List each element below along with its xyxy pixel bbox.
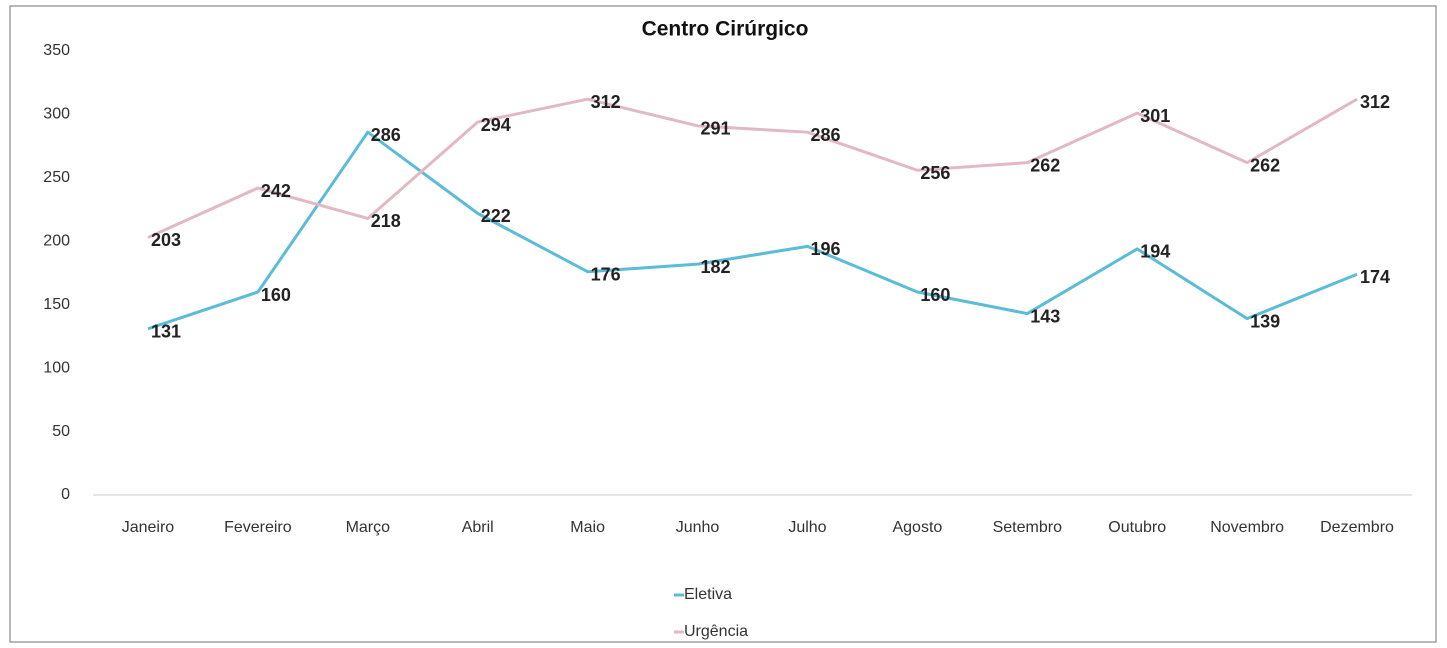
data-label: 301 — [1140, 106, 1170, 126]
data-label: 262 — [1250, 155, 1280, 175]
x-tick-label: Maio — [570, 519, 605, 536]
data-label: 139 — [1250, 311, 1280, 331]
x-tick-label: Julho — [788, 519, 826, 536]
y-tick-label: 150 — [43, 296, 70, 313]
data-label: 286 — [371, 125, 401, 145]
data-label: 291 — [701, 119, 731, 139]
data-label: 176 — [591, 264, 621, 284]
data-label: 160 — [261, 285, 291, 305]
x-tick-label: Janeiro — [122, 519, 175, 536]
series-line — [147, 97, 1358, 239]
data-label: 256 — [920, 163, 950, 183]
legend-label: Eletiva — [684, 586, 732, 603]
data-label: 242 — [261, 181, 291, 201]
data-label: 194 — [1140, 242, 1170, 262]
data-label: 174 — [1360, 267, 1390, 287]
x-tick-label: Setembro — [993, 519, 1062, 536]
data-label: 196 — [810, 239, 840, 259]
data-label: 312 — [591, 92, 621, 112]
x-tick-label: Agosto — [892, 519, 942, 536]
x-tick-label: Outubro — [1108, 519, 1166, 536]
chart-border — [9, 5, 1437, 643]
x-tick-label: Março — [346, 519, 391, 536]
y-tick-label: 250 — [43, 169, 70, 186]
x-tick-label: Novembro — [1210, 519, 1284, 536]
y-tick-label: 350 — [43, 42, 70, 59]
chart-title: Centro Cirúrgico — [642, 18, 809, 41]
series-line — [147, 130, 1358, 331]
x-tick-label: Junho — [676, 519, 720, 536]
data-label: 312 — [1360, 92, 1390, 112]
data-label: 286 — [810, 125, 840, 145]
data-label: 203 — [151, 230, 181, 250]
legend-label: Urgência — [684, 623, 748, 640]
x-tick-label: Fevereiro — [224, 519, 292, 536]
x-tick-label: Abril — [462, 519, 494, 536]
y-tick-label: 300 — [43, 106, 70, 123]
data-label: 262 — [1030, 155, 1060, 175]
data-label: 143 — [1030, 306, 1060, 326]
data-label: 222 — [481, 206, 511, 226]
data-label: 160 — [920, 285, 950, 305]
y-tick-label: 200 — [43, 233, 70, 250]
data-label: 218 — [371, 211, 401, 231]
data-label: 294 — [481, 115, 511, 135]
x-tick-label: Dezembro — [1320, 519, 1394, 536]
data-label: 182 — [701, 257, 731, 277]
y-tick-label: 0 — [61, 486, 70, 503]
y-tick-label: 100 — [43, 359, 70, 376]
y-tick-label: 50 — [52, 423, 70, 440]
data-label: 131 — [151, 322, 181, 342]
